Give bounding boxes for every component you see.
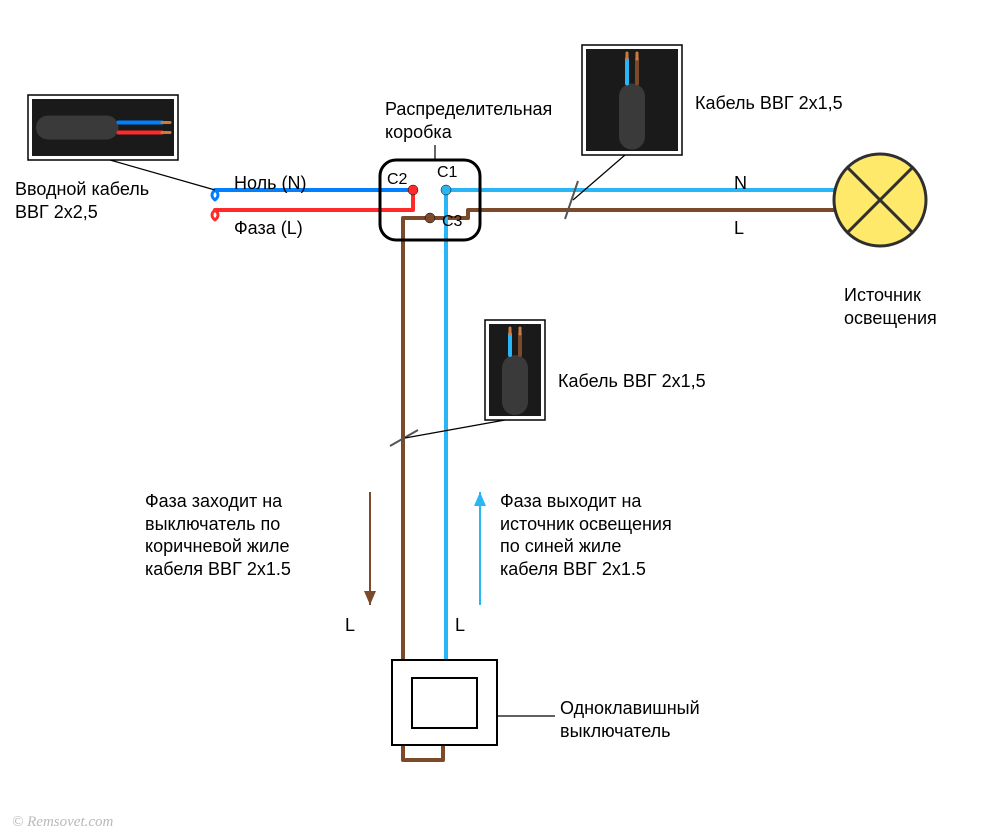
label-phase-to-switch: Фаза заходит навыключатель покоричневой … bbox=[145, 490, 291, 580]
label-junction-box: Распределительнаякоробка bbox=[385, 98, 552, 143]
switch-inner bbox=[412, 678, 477, 728]
label-lamp: Источникосвещения bbox=[844, 284, 937, 329]
label-c1: С1 bbox=[437, 163, 457, 183]
label-cable-mid: Кабель ВВГ 2х1,5 bbox=[558, 370, 706, 393]
label-phase-from-switch: Фаза выходит наисточник освещенияпо сине… bbox=[500, 490, 672, 580]
wire-input_N_curl bbox=[212, 190, 218, 200]
callout-photo_input bbox=[28, 95, 178, 160]
watermark: © Remsovet.com bbox=[12, 814, 113, 831]
arrow-head-arrow_down bbox=[364, 591, 376, 605]
wire-lamp_L_brown bbox=[430, 210, 845, 218]
label-input-cable: Вводной кабельВВГ 2х2,5 bbox=[15, 178, 149, 223]
connection-C3 bbox=[425, 213, 435, 223]
label-phase-l: Фаза (L) bbox=[234, 217, 303, 240]
wire-input_L_curl bbox=[212, 210, 218, 220]
callout-photo_top bbox=[582, 45, 682, 155]
label-c2: С2 bbox=[387, 170, 407, 190]
cable-tick-0 bbox=[565, 181, 578, 219]
callout-photo_mid bbox=[485, 320, 545, 420]
label-switch: Одноклавишныйвыключатель bbox=[560, 697, 700, 742]
label-l: L bbox=[734, 217, 744, 240]
callout-leader-photo_top bbox=[573, 155, 625, 200]
label-l-up: L bbox=[455, 614, 465, 637]
label-l-down: L bbox=[345, 614, 355, 637]
label-cable-top: Кабель ВВГ 2х1,5 bbox=[695, 92, 843, 115]
callout-leader-photo_mid bbox=[405, 420, 505, 438]
label-null-n: Ноль (N) bbox=[234, 172, 306, 195]
arrow-head-arrow_up bbox=[474, 492, 486, 506]
connection-C1 bbox=[441, 185, 451, 195]
label-n: N bbox=[734, 172, 747, 195]
label-c3: С3 bbox=[442, 212, 462, 232]
connection-C2 bbox=[408, 185, 418, 195]
